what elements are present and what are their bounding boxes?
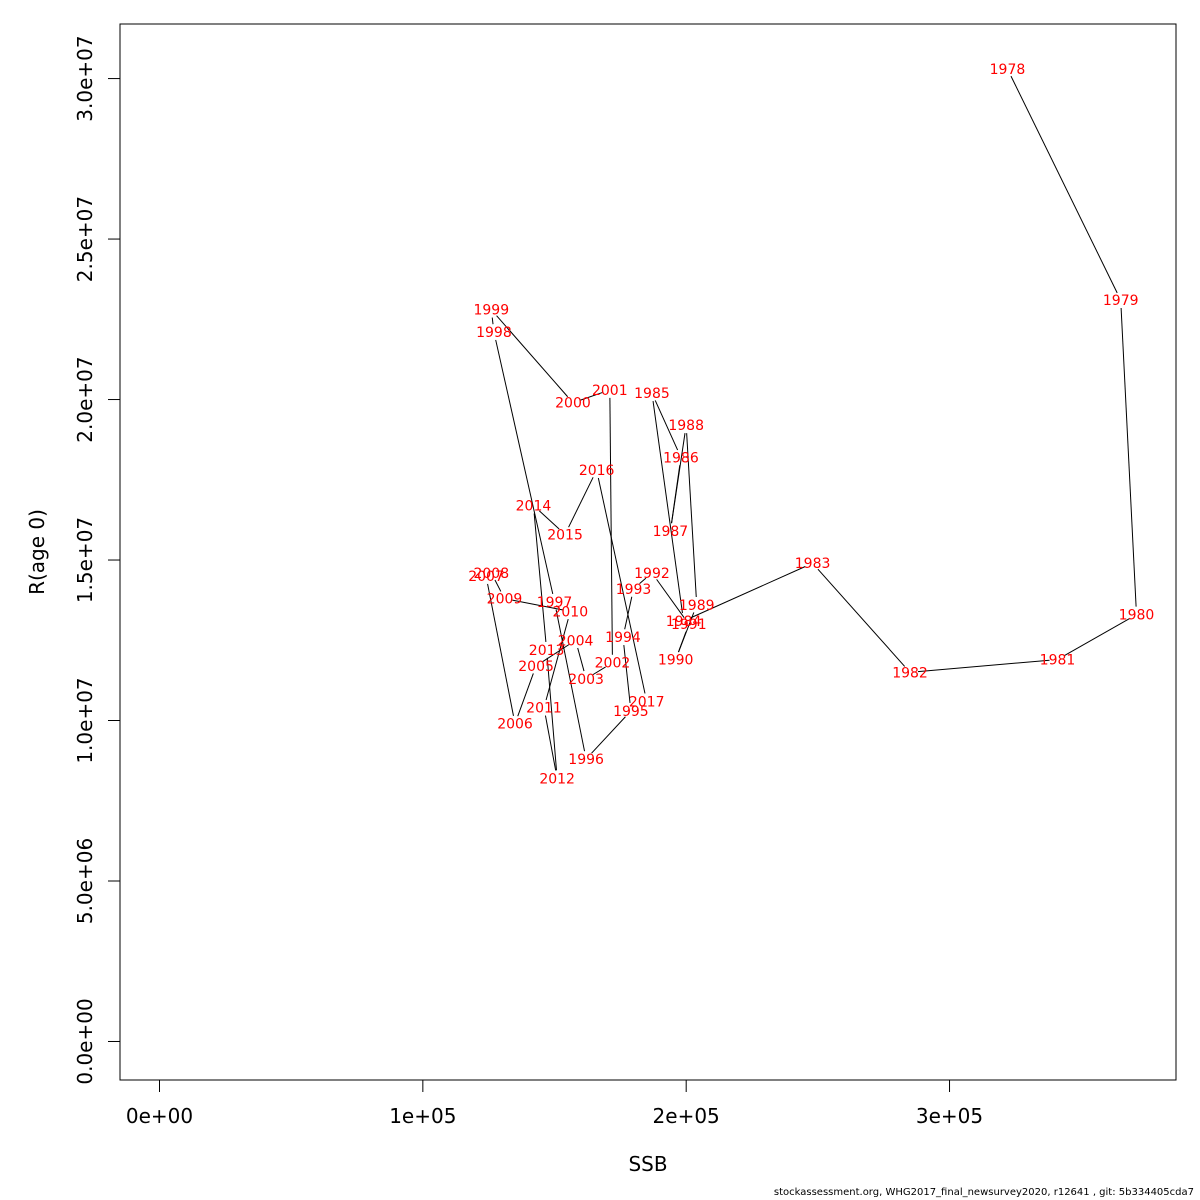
y-tick-label: 1.5e+07: [73, 517, 97, 603]
year-label-1983: 1983: [795, 556, 831, 572]
segment-2003-2004: [577, 647, 585, 672]
year-label-2008: 2008: [473, 566, 509, 582]
year-label-1984: 1984: [666, 614, 702, 630]
year-label-2011: 2011: [526, 701, 562, 717]
segment-2000-2001: [580, 392, 603, 401]
segment-2014-2015: [539, 510, 560, 530]
year-label-1978: 1978: [990, 62, 1026, 78]
year-label-1982: 1982: [892, 665, 928, 681]
year-label-1992: 1992: [634, 566, 670, 582]
segment-1996-1997: [555, 609, 586, 752]
segment-1987-1988: [671, 433, 686, 524]
segment-2009-2010: [512, 599, 563, 611]
segment-2005-2006: [517, 673, 534, 717]
year-label-1997: 1997: [537, 595, 573, 611]
segment-1994-1995: [623, 644, 631, 703]
segment-1988-1989: [686, 433, 697, 598]
x-axis: 0e+00 1e+05 2e+05 3e+05: [126, 1079, 983, 1128]
segment-1991-1992: [656, 579, 685, 619]
segment-1993-1994: [624, 596, 633, 630]
year-label-2004: 2004: [558, 633, 594, 649]
x-tick-label: 1e+05: [389, 1104, 456, 1128]
year-label-2006: 2006: [497, 717, 533, 733]
year-label-2016: 2016: [579, 463, 615, 479]
year-label-2012: 2012: [539, 771, 575, 787]
year-label-1991: 1991: [671, 617, 707, 633]
plot-frame: [119, 23, 1177, 1081]
year-label-2001: 2001: [592, 383, 628, 399]
segment-1983-1984: [690, 566, 806, 619]
segment-1995-1996: [591, 716, 626, 754]
year-label-2000: 2000: [555, 396, 591, 412]
y-tick-label: 2.5e+07: [73, 196, 97, 282]
x-axis-title: SSB: [628, 1152, 667, 1176]
year-label-1989: 1989: [679, 598, 715, 614]
year-label-2013: 2013: [529, 643, 565, 659]
segment-1985-1986: [654, 400, 679, 451]
segment-2001-2002: [609, 397, 613, 655]
year-label-2005: 2005: [518, 659, 554, 675]
y-tick-label: 5.0e+06: [73, 838, 97, 924]
year-label-1999: 1999: [473, 303, 509, 319]
year-label-1990: 1990: [658, 653, 694, 669]
x-tick-label: 3e+05: [916, 1104, 983, 1128]
year-label-1987: 1987: [653, 524, 689, 540]
segment-1980-1981: [1064, 618, 1130, 657]
year-label-2003: 2003: [568, 672, 604, 688]
segment-1990-1991: [677, 631, 687, 653]
year-label-1998: 1998: [476, 325, 512, 341]
segment-1981-1982: [917, 659, 1050, 673]
segment-1978-1979: [1010, 75, 1118, 294]
segment-1984-1985: [652, 400, 683, 614]
segment-2013-2014: [533, 513, 547, 642]
segment-2002-2003: [592, 666, 606, 676]
year-label-2017: 2017: [629, 694, 665, 710]
segment-2016-2017: [597, 477, 646, 694]
segment-1992-1993: [639, 577, 647, 585]
year-label-2015: 2015: [547, 527, 583, 543]
year-label-2009: 2009: [487, 592, 523, 608]
year-label-1979: 1979: [1103, 293, 1139, 309]
x-tick-label: 0e+00: [126, 1104, 193, 1128]
x-tick-label: 2e+05: [653, 1104, 720, 1128]
year-label-1993: 1993: [616, 582, 652, 598]
year-label-2010: 2010: [552, 604, 588, 620]
y-tick-label: 0.0e+00: [73, 998, 97, 1084]
year-labels: 1978 1979 1980 1981 1982 1983 1984 1985 1986 1987…: [468, 62, 1154, 787]
y-axis-title: R(age 0): [25, 509, 49, 595]
segment-2008-2009: [494, 579, 502, 592]
segment-2006-2007: [487, 583, 514, 716]
segment-1999-2000: [496, 315, 569, 398]
y-axis: 0.0e+00 5.0e+06 1.0e+07 1.5e+07 2.0e+07 2.5e+…: [73, 35, 121, 1085]
segment-1982-1983: [817, 568, 906, 667]
year-label-2002: 2002: [595, 656, 631, 672]
segment-1979-1980: [1120, 308, 1137, 607]
segment-2012-2013: [546, 657, 557, 771]
year-label-1980: 1980: [1119, 608, 1155, 624]
year-label-1995: 1995: [613, 704, 649, 720]
footer-text: stockassessment.org, WHG2017_final_newsu…: [773, 1187, 1194, 1198]
year-label-1985: 1985: [634, 386, 670, 402]
segment-1997-1998: [495, 339, 554, 595]
y-tick-label: 1.0e+07: [73, 677, 97, 763]
y-tick-label: 2.0e+07: [73, 356, 97, 442]
year-label-1981: 1981: [1040, 653, 1076, 669]
year-label-1996: 1996: [568, 752, 604, 768]
year-label-2014: 2014: [516, 498, 552, 514]
year-label-1988: 1988: [668, 418, 704, 434]
year-label-1986: 1986: [663, 450, 699, 466]
segment-2011-2012: [544, 715, 557, 771]
segment-2015-2016: [568, 477, 594, 528]
year-label-2007: 2007: [468, 569, 504, 585]
y-tick-label: 3.0e+07: [73, 35, 97, 121]
year-label-1994: 1994: [605, 630, 641, 646]
sr-series: [487, 75, 1137, 771]
segment-1998-1999: [491, 317, 494, 325]
